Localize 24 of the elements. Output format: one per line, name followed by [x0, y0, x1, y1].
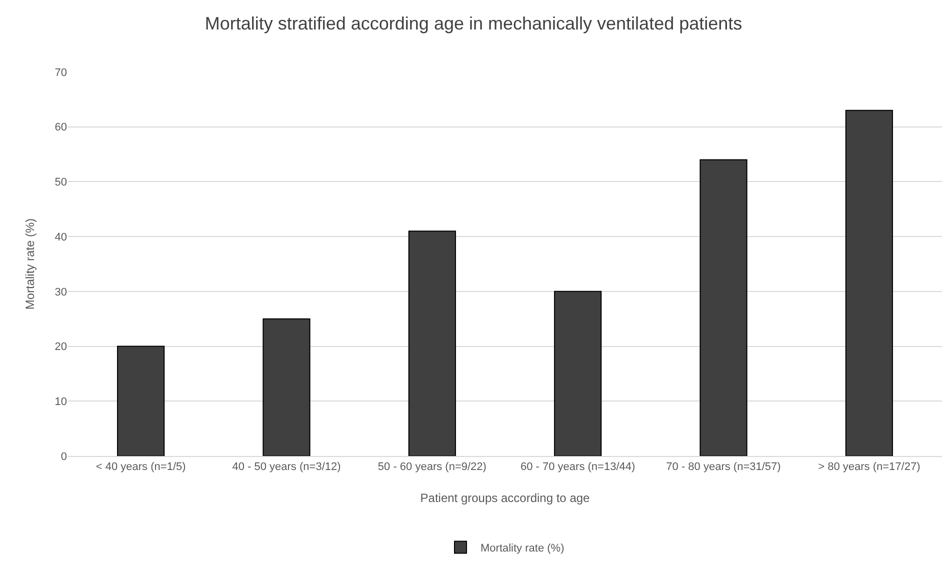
- y-tick-label: 30: [54, 286, 67, 298]
- y-tick-label: 0: [60, 450, 67, 463]
- x-tick-label: > 80 years (n=17/27): [818, 461, 920, 474]
- y-tick-label: 10: [54, 396, 67, 408]
- bar: [700, 159, 748, 456]
- x-tick-label: 60 - 70 years (n=13/44): [520, 461, 636, 474]
- bar: [554, 290, 602, 456]
- legend-label: Mortality rate (%): [480, 542, 564, 555]
- bar: [117, 346, 165, 456]
- x-tick-label: 70 - 80 years (n=31/57): [666, 461, 781, 474]
- x-tick-label: 40 - 50 years (n=3/12): [232, 461, 341, 474]
- bar: [408, 230, 456, 456]
- y-tick-label: 40: [54, 231, 67, 244]
- chart-title: Mortality stratified according age in mechanically ventilated patients: [204, 14, 742, 34]
- y-axis-title: Mortality rate (%): [23, 218, 37, 310]
- x-axis-title: Patient groups according to age: [420, 491, 590, 505]
- y-tick-label: 20: [54, 341, 67, 354]
- y-tick-label: 70: [54, 66, 67, 79]
- y-tick-label: 50: [54, 176, 67, 189]
- bar: [262, 318, 310, 456]
- bar: [845, 110, 893, 456]
- y-tick-label: 60: [54, 122, 67, 134]
- x-tick-label: 50 - 60 years (n=9/22): [378, 461, 486, 474]
- x-tick-label: < 40 years (n=1/5): [96, 461, 186, 474]
